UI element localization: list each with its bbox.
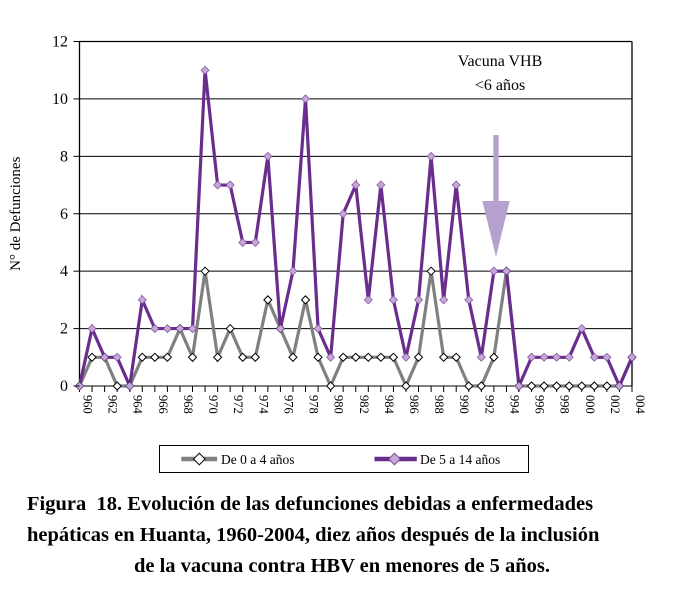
svg-text:994: 994 bbox=[507, 395, 521, 415]
svg-text:N° de Defunciones: N° de Defunciones bbox=[8, 156, 24, 270]
svg-text:966: 966 bbox=[156, 395, 170, 414]
svg-text:Vacuna VHB: Vacuna VHB bbox=[458, 53, 543, 70]
svg-text:984: 984 bbox=[382, 395, 396, 415]
svg-text:De 0 a 4 años: De 0 a 4 años bbox=[221, 452, 294, 467]
svg-text:976: 976 bbox=[281, 395, 295, 414]
svg-text:0: 0 bbox=[60, 378, 68, 395]
svg-text:990: 990 bbox=[457, 395, 471, 414]
svg-text:960: 960 bbox=[81, 395, 95, 414]
svg-text:6: 6 bbox=[60, 206, 68, 223]
svg-text:12: 12 bbox=[52, 34, 68, 51]
svg-text:10: 10 bbox=[52, 91, 68, 108]
svg-text:992: 992 bbox=[482, 395, 496, 414]
svg-text:2: 2 bbox=[60, 321, 68, 338]
svg-text:982: 982 bbox=[357, 395, 371, 414]
svg-text:964: 964 bbox=[131, 395, 145, 415]
svg-text:970: 970 bbox=[206, 395, 220, 414]
svg-text:998: 998 bbox=[558, 395, 572, 414]
svg-text:974: 974 bbox=[256, 395, 270, 415]
svg-text:8: 8 bbox=[60, 148, 68, 165]
svg-text:962: 962 bbox=[106, 395, 120, 414]
svg-text:4: 4 bbox=[60, 263, 68, 280]
svg-text:004: 004 bbox=[633, 395, 647, 415]
svg-text:996: 996 bbox=[533, 395, 547, 414]
svg-text:972: 972 bbox=[231, 395, 245, 414]
svg-text:002: 002 bbox=[608, 395, 622, 414]
svg-text:000: 000 bbox=[583, 395, 597, 414]
svg-text:980: 980 bbox=[332, 395, 346, 414]
svg-text:978: 978 bbox=[307, 395, 321, 414]
svg-text:968: 968 bbox=[181, 395, 195, 414]
svg-text:988: 988 bbox=[432, 395, 446, 414]
svg-text:De 5 a 14 años: De 5 a 14 años bbox=[420, 452, 500, 467]
svg-text:986: 986 bbox=[407, 395, 421, 414]
svg-text:<6 años: <6 años bbox=[475, 77, 525, 94]
